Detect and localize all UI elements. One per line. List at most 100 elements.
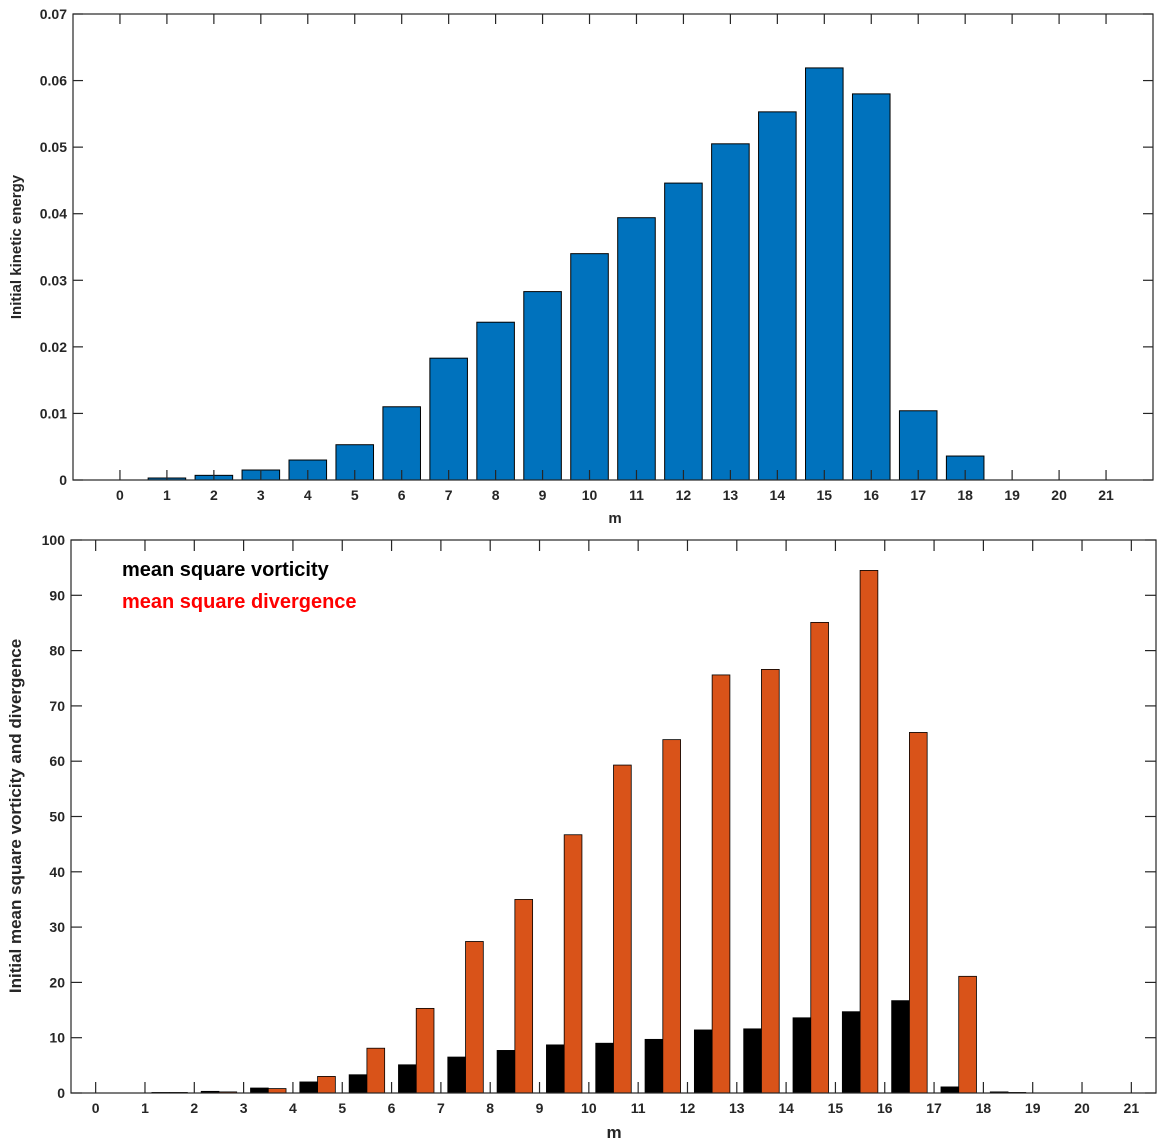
- x-tick-label: 15: [817, 487, 833, 503]
- axes-box: [72, 13, 1154, 481]
- y-tick-label: 0: [59, 472, 67, 488]
- x-tick-label: 7: [437, 1100, 445, 1116]
- y-tick-label: 60: [49, 753, 65, 769]
- y-tick-label: 0.02: [40, 339, 67, 355]
- bar-divergence: [415, 1007, 435, 1094]
- bar-kinetic-energy: [429, 357, 468, 481]
- bar-kinetic-energy: [382, 406, 421, 481]
- x-tick-label: 9: [536, 1100, 544, 1116]
- x-tick-label: 6: [398, 487, 406, 503]
- bar-vorticity: [693, 1029, 713, 1094]
- y-tick-label: 0.05: [40, 139, 67, 155]
- bar-divergence: [613, 764, 632, 1094]
- bar-divergence: [810, 621, 829, 1094]
- vorticity-divergence-y-axis-label: Initial mean square vorticity and diverg…: [6, 639, 25, 993]
- x-tick-label: 1: [163, 487, 171, 503]
- bar-vorticity: [348, 1074, 368, 1094]
- bar-divergence: [909, 732, 928, 1094]
- bar-divergence: [465, 941, 484, 1094]
- x-tick-label: 20: [1074, 1100, 1090, 1116]
- x-tick-label: 5: [338, 1100, 346, 1116]
- x-tick-label: 11: [631, 1100, 646, 1116]
- y-tick-label: 0.07: [40, 6, 67, 22]
- y-tick-label: 0.03: [40, 272, 67, 288]
- bar-vorticity: [891, 1000, 910, 1094]
- bar-vorticity: [841, 1011, 861, 1094]
- x-tick-label: 3: [257, 487, 265, 503]
- y-tick-label: 0: [57, 1085, 65, 1101]
- y-tick-label: 0.06: [40, 73, 67, 89]
- bar-kinetic-energy: [851, 93, 891, 481]
- x-tick-label: 4: [304, 487, 312, 503]
- bar-divergence: [859, 570, 879, 1094]
- bar-divergence: [317, 1076, 336, 1094]
- x-tick-label: 18: [957, 487, 973, 503]
- x-tick-label: 20: [1051, 487, 1067, 503]
- x-tick-label: 0: [92, 1100, 100, 1116]
- x-tick-label: 12: [680, 1100, 696, 1116]
- bar-divergence: [563, 834, 583, 1094]
- bar-divergence: [366, 1047, 386, 1094]
- x-tick-label: 2: [190, 1100, 198, 1116]
- bar-divergence: [662, 739, 681, 1094]
- bar-vorticity: [250, 1087, 269, 1094]
- bar-kinetic-energy: [476, 321, 515, 481]
- x-tick-label: 17: [910, 487, 926, 503]
- x-tick-label: 0: [116, 487, 124, 503]
- bar-divergence: [267, 1088, 287, 1094]
- x-tick-label: 16: [863, 487, 879, 503]
- x-tick-label: 7: [445, 487, 453, 503]
- bar-vorticity: [398, 1064, 417, 1094]
- legend-entry-divergence: mean square divergence: [122, 591, 357, 613]
- bar-kinetic-energy: [758, 111, 797, 481]
- x-tick-label: 5: [351, 487, 359, 503]
- bar-vorticity: [743, 1028, 762, 1094]
- bar-vorticity: [496, 1050, 516, 1094]
- bar-vorticity: [447, 1056, 466, 1094]
- bar-kinetic-energy: [570, 253, 609, 481]
- bar-divergence: [514, 899, 534, 1094]
- bar-vorticity: [940, 1086, 960, 1094]
- x-tick-label: 10: [581, 1100, 597, 1116]
- bar-vorticity: [792, 1017, 812, 1094]
- x-tick-label: 16: [877, 1100, 893, 1116]
- kinetic-energy-x-axis-label: m: [608, 510, 621, 527]
- y-tick-label: 80: [49, 643, 65, 659]
- bar-divergence: [711, 674, 731, 1094]
- x-tick-label: 21: [1098, 487, 1114, 503]
- y-tick-label: 10: [49, 1030, 65, 1046]
- x-tick-label: 15: [828, 1100, 844, 1116]
- x-tick-label: 11: [629, 487, 644, 503]
- bar-vorticity: [644, 1038, 664, 1094]
- x-tick-label: 13: [729, 1100, 745, 1116]
- bar-kinetic-energy: [523, 291, 562, 481]
- y-tick-label: 50: [49, 809, 65, 825]
- kinetic-energy-chart: 00.010.020.030.040.050.060.070 1 2 3 4 5 6 7 8 9 1…: [8, 6, 1154, 527]
- y-tick-label: 90: [49, 587, 65, 603]
- x-tick-label: 4: [289, 1100, 297, 1116]
- bar-vorticity: [299, 1081, 318, 1094]
- y-tick-label: 0.04: [40, 206, 67, 222]
- y-tick-label: 100: [42, 532, 66, 548]
- bar-kinetic-energy: [617, 217, 656, 481]
- bar-kinetic-energy: [898, 410, 938, 481]
- x-tick-label: 19: [1025, 1100, 1041, 1116]
- x-tick-label: 2: [210, 487, 218, 503]
- x-tick-label: 13: [723, 487, 739, 503]
- y-tick-label: 0.01: [40, 405, 67, 421]
- bar-vorticity: [595, 1042, 614, 1094]
- bar-divergence: [761, 669, 780, 1094]
- x-tick-label: 6: [388, 1100, 396, 1116]
- x-tick-label: 18: [976, 1100, 992, 1116]
- x-tick-label: 19: [1004, 487, 1020, 503]
- x-tick-label: 8: [486, 1100, 494, 1116]
- y-tick-label: 70: [49, 698, 65, 714]
- bar-kinetic-energy: [805, 67, 844, 481]
- x-tick-label: 1: [141, 1100, 149, 1116]
- x-tick-label: 14: [770, 487, 786, 503]
- bar-kinetic-energy: [711, 143, 750, 481]
- y-tick-label: 30: [49, 919, 65, 935]
- bar-divergence: [958, 975, 977, 1094]
